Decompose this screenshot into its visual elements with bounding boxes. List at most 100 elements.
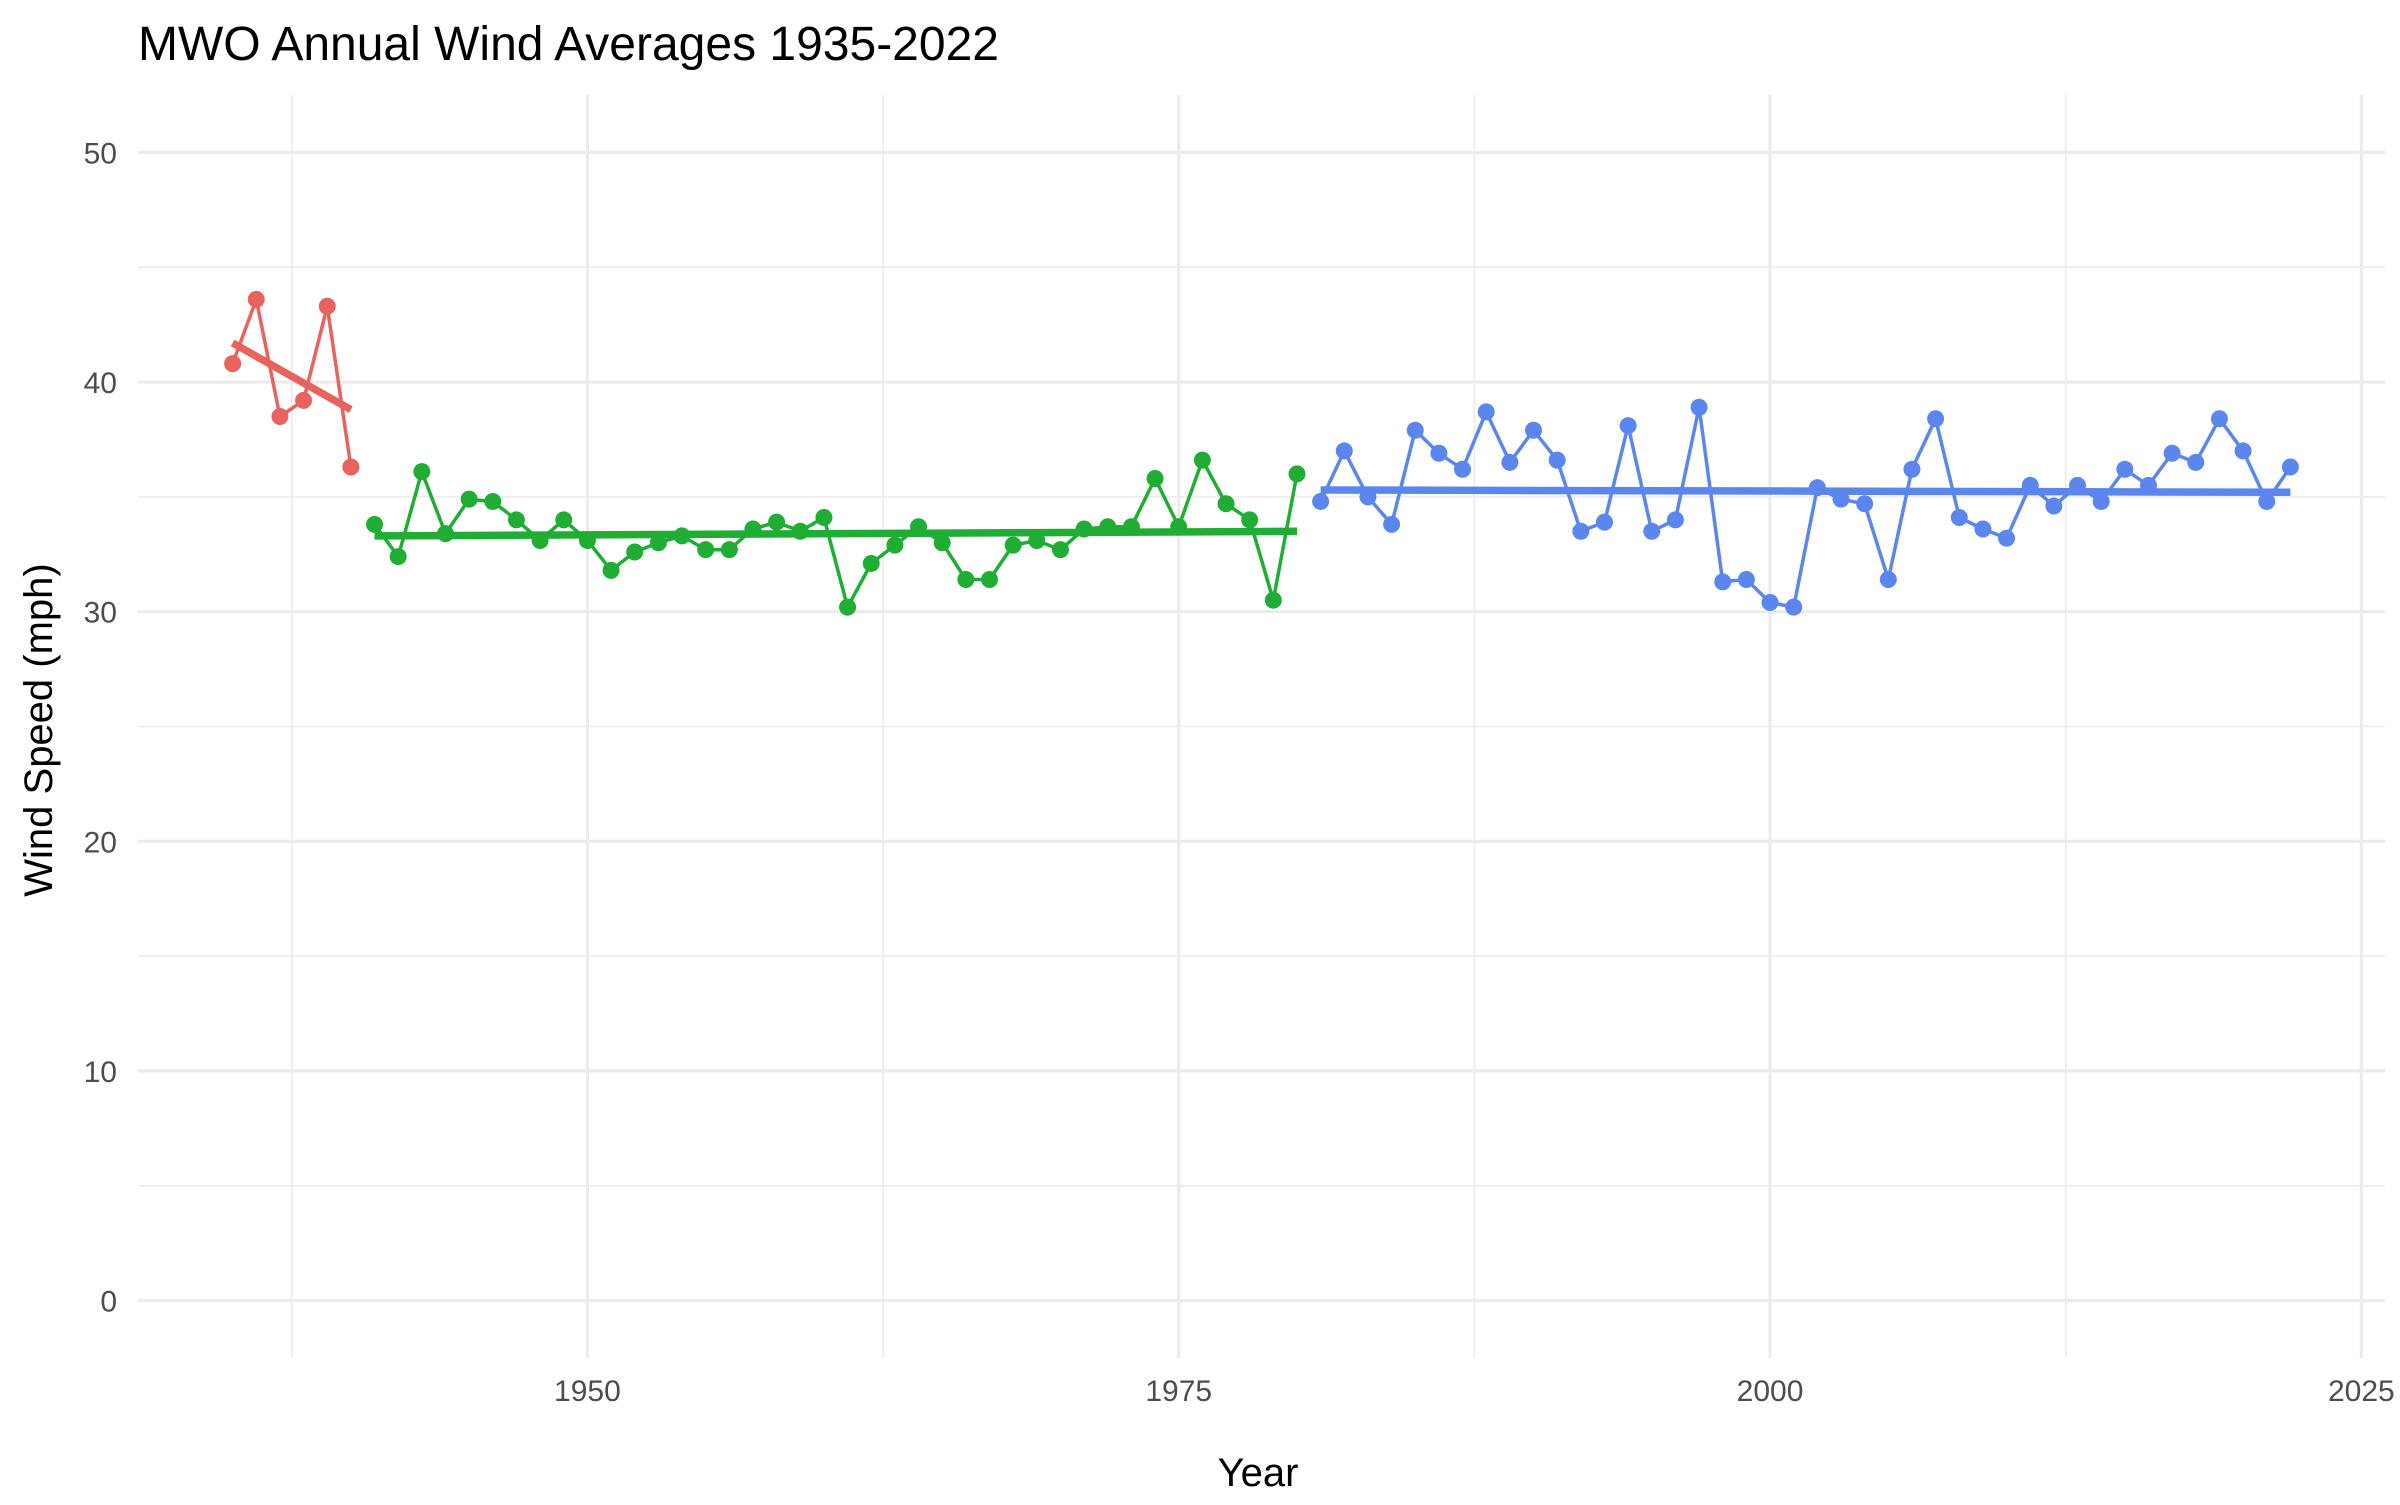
chart-title: MWO Annual Wind Averages 1935-2022 bbox=[138, 18, 999, 71]
data-point bbox=[1288, 465, 1306, 483]
data-point bbox=[247, 290, 265, 308]
data-point bbox=[1193, 451, 1211, 469]
data-point bbox=[1217, 495, 1235, 513]
x-tick-label: 1950 bbox=[554, 1375, 621, 1408]
tick-layer: 1950 1975 2000 2025 0 10 20 30 40 50 bbox=[84, 137, 2395, 1408]
data-point bbox=[271, 407, 289, 425]
data-point bbox=[1525, 421, 1543, 439]
trend-line bbox=[374, 527, 1297, 540]
data-point bbox=[1808, 479, 1826, 497]
grid-layer bbox=[138, 95, 2385, 1358]
data-point bbox=[1312, 492, 1330, 510]
data-point bbox=[1075, 520, 1093, 538]
data-point bbox=[1430, 444, 1448, 462]
series-layer bbox=[224, 290, 2299, 616]
data-point bbox=[2021, 476, 2039, 494]
data-point bbox=[2069, 476, 2087, 494]
data-point bbox=[697, 541, 715, 559]
data-point bbox=[1028, 531, 1046, 549]
data-point bbox=[2210, 410, 2228, 428]
data-point bbox=[980, 571, 998, 589]
data-point bbox=[2234, 442, 2252, 460]
series-line bbox=[1319, 405, 2292, 609]
data-point bbox=[815, 509, 833, 527]
data-point bbox=[1714, 573, 1732, 591]
data-point bbox=[1879, 571, 1897, 589]
data-point bbox=[720, 541, 738, 559]
data-point bbox=[389, 548, 407, 566]
data-point bbox=[2187, 453, 2205, 471]
data-point bbox=[1950, 509, 1968, 527]
x-tick-label: 2025 bbox=[2328, 1375, 2395, 1408]
trend-line bbox=[1320, 486, 2291, 497]
data-point bbox=[1785, 598, 1803, 616]
data-point bbox=[2116, 460, 2134, 478]
series-1 bbox=[224, 290, 360, 476]
data-point bbox=[1927, 410, 1945, 428]
data-point bbox=[1737, 571, 1755, 589]
data-point bbox=[957, 571, 975, 589]
data-point bbox=[507, 511, 525, 529]
series-3 bbox=[1312, 398, 2299, 616]
x-tick-label: 2000 bbox=[1737, 1375, 1804, 1408]
data-point bbox=[484, 492, 502, 510]
data-point bbox=[649, 534, 667, 552]
y-axis-title: Wind Speed (mph) bbox=[17, 563, 61, 896]
data-point bbox=[1146, 469, 1164, 487]
data-point bbox=[1051, 541, 1069, 559]
data-point bbox=[1335, 442, 1353, 460]
data-point bbox=[1099, 518, 1117, 536]
data-point bbox=[1170, 518, 1188, 536]
data-point bbox=[839, 598, 857, 616]
data-point bbox=[1406, 421, 1424, 439]
data-point bbox=[1359, 488, 1377, 506]
data-point bbox=[1903, 460, 1921, 478]
data-point bbox=[933, 534, 951, 552]
data-point bbox=[2281, 458, 2299, 476]
data-point bbox=[1548, 451, 1566, 469]
data-point bbox=[1974, 520, 1992, 538]
data-point bbox=[768, 513, 786, 531]
data-point bbox=[342, 458, 360, 476]
y-tick-label: 50 bbox=[84, 137, 117, 170]
data-point bbox=[673, 527, 691, 545]
series-line bbox=[373, 458, 1299, 609]
data-point bbox=[626, 543, 644, 561]
x-tick-label: 1975 bbox=[1145, 1375, 1212, 1408]
series-2 bbox=[366, 451, 1306, 616]
y-tick-label: 40 bbox=[84, 367, 117, 400]
data-point bbox=[318, 297, 336, 315]
data-point bbox=[1477, 403, 1495, 421]
data-point bbox=[578, 531, 596, 549]
trend-line bbox=[230, 339, 353, 413]
data-point bbox=[366, 515, 384, 533]
data-point bbox=[910, 518, 928, 536]
y-tick-label: 30 bbox=[84, 597, 117, 630]
data-point bbox=[436, 525, 454, 543]
y-tick-label: 20 bbox=[84, 826, 117, 859]
data-point bbox=[602, 561, 620, 579]
data-point bbox=[1241, 511, 1259, 529]
x-axis-title: Year bbox=[1218, 1451, 1299, 1495]
data-point bbox=[1856, 495, 1874, 513]
data-point bbox=[1572, 522, 1590, 540]
data-point bbox=[2139, 476, 2157, 494]
data-point bbox=[1761, 593, 1779, 611]
data-point bbox=[744, 520, 762, 538]
data-point bbox=[1690, 398, 1708, 416]
data-point bbox=[1383, 515, 1401, 533]
data-point bbox=[1501, 453, 1519, 471]
data-point bbox=[413, 463, 431, 481]
data-point bbox=[1595, 513, 1613, 531]
data-point bbox=[862, 554, 880, 572]
data-point bbox=[1264, 591, 1282, 609]
data-point bbox=[531, 531, 549, 549]
data-point bbox=[460, 490, 478, 508]
y-tick-label: 0 bbox=[100, 1286, 117, 1319]
data-point bbox=[2258, 492, 2276, 510]
data-point bbox=[1122, 518, 1140, 536]
data-point bbox=[224, 355, 242, 373]
data-point bbox=[791, 522, 809, 540]
